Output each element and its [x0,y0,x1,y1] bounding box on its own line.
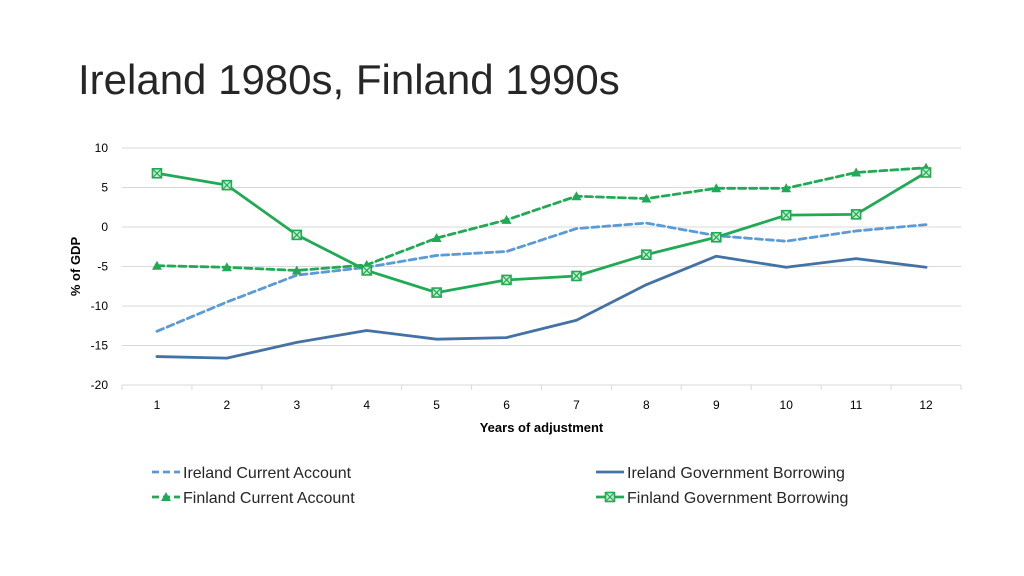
data-point [431,233,442,243]
x-tick-label: 4 [363,398,370,412]
y-tick-label: -15 [91,339,109,353]
legend-label: Ireland Government Borrowing [627,465,845,482]
data-point [711,183,722,193]
y-tick-label: -20 [91,378,109,392]
x-tick-label: 11 [850,398,863,412]
x-tick-label: 5 [433,398,440,412]
series-line [155,221,928,333]
series-line [155,166,928,272]
data-point [710,231,722,243]
data-point [221,179,233,191]
x-axis-tick-labels: 1 2 3 4 5 6 7 8 9 10 11 12 [154,398,933,412]
series-0 [155,221,928,333]
data-point [151,167,163,179]
data-point [850,209,862,220]
y-axis-tick-labels: -20 -15 -10 -5 0 5 10 [91,141,109,392]
legend-entry: Finland Current Account [152,490,355,507]
data-point [920,167,932,178]
x-tick-label: 7 [573,398,580,412]
data-point [431,287,442,298]
legend-label: Ireland Current Account [183,465,352,482]
data-point [151,260,162,270]
legend-marker [604,491,616,503]
legend-entry: Finland Government Borrowing [596,490,848,507]
y-tick-label: -10 [91,299,109,313]
series-1 [155,254,928,360]
y-tick-label: -5 [97,260,108,274]
data-point [221,262,232,272]
series-line [155,254,928,360]
data-point [291,229,303,241]
legend-label: Finland Current Account [183,490,355,507]
series-line [155,171,928,294]
gridlines [122,147,961,386]
y-tick-label: 0 [101,220,108,234]
legend-marker [161,492,171,501]
x-tick-label: 8 [643,398,650,412]
x-tick-label: 10 [780,398,794,412]
x-axis [121,384,962,390]
x-tick-label: 1 [154,398,161,412]
series-2 [151,162,932,275]
x-tick-label: 12 [919,398,933,412]
x-axis-title: Years of adjustment [480,420,604,435]
legend: Ireland Current Account Ireland Governmen… [152,465,848,507]
y-tick-label: 5 [101,181,108,195]
x-tick-label: 2 [224,398,231,412]
data-point [641,249,652,260]
y-axis-title: % of GDP [68,237,83,297]
data-point [781,183,792,193]
x-tick-label: 9 [713,398,720,412]
series-lines [151,162,932,360]
legend-entry: Ireland Current Account [152,465,352,482]
legend-entry: Ireland Government Borrowing [596,465,845,482]
data-point [501,274,512,286]
data-point [501,214,512,224]
data-point [851,167,862,177]
legend-label: Finland Government Borrowing [627,490,848,507]
x-tick-label: 3 [293,398,300,412]
data-point [571,191,582,201]
data-point [641,193,652,203]
y-tick-label: 10 [95,141,109,155]
data-point [780,209,792,221]
x-tick-label: 6 [503,398,510,412]
series-3 [151,167,932,298]
data-point [291,265,302,275]
data-point [571,270,582,282]
data-point [361,265,373,276]
slide-title: Ireland 1980s, Finland 1990s [78,56,620,103]
